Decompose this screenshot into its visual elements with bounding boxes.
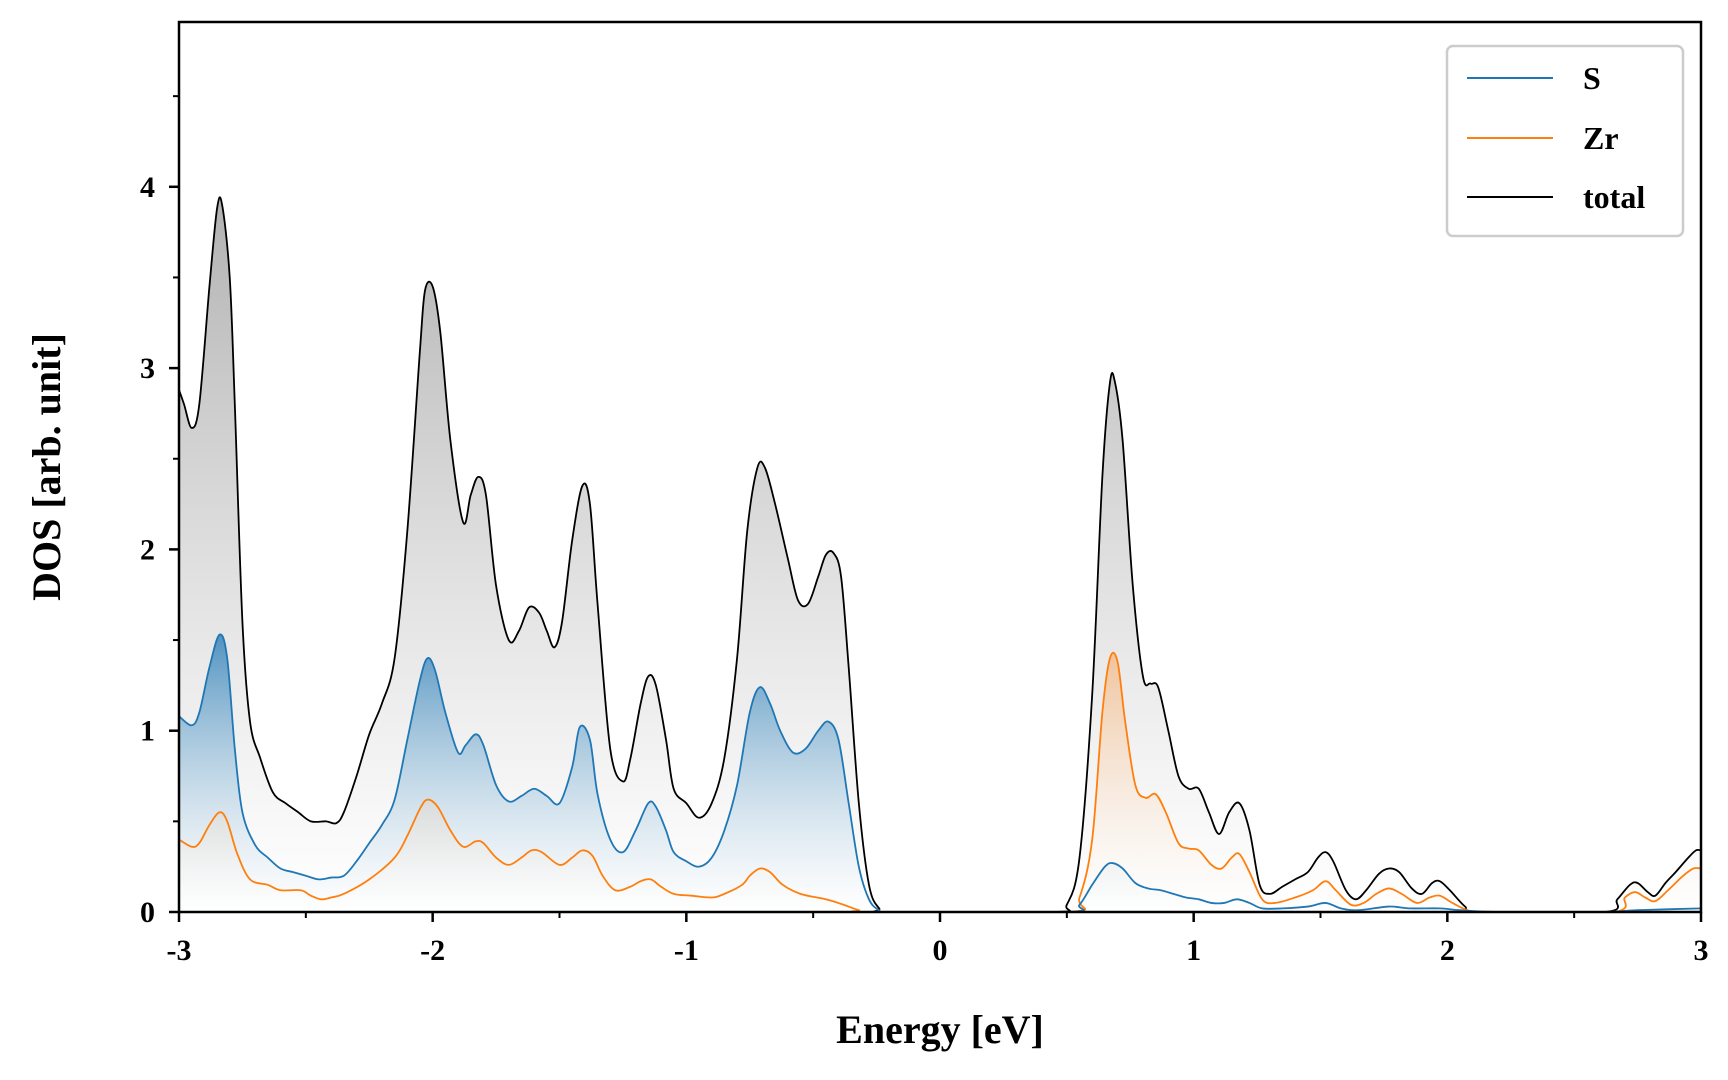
series-line-zr — [179, 651, 1701, 912]
series-line-total — [179, 196, 1701, 912]
area-fills — [179, 197, 1701, 912]
y-tick-label: 1 — [140, 715, 155, 748]
x-tick-label: 1 — [1186, 934, 1201, 967]
x-tick-label: -3 — [167, 934, 192, 967]
series-line-s — [179, 633, 1701, 912]
x-tick-label: -2 — [420, 934, 445, 967]
y-axis-title: DOS [arb. unit] — [24, 333, 69, 601]
legend-label-zr: Zr — [1583, 120, 1619, 156]
y-tick-label: 3 — [140, 352, 155, 385]
y-tick-label: 0 — [140, 896, 155, 929]
x-axis-title: Energy [eV] — [836, 1007, 1044, 1052]
x-tick-label: 3 — [1694, 934, 1709, 967]
x-tick-labels: -3 -2 -1 0 1 2 3 — [167, 934, 1709, 967]
series-lines — [179, 196, 1701, 912]
x-tick-label: -1 — [674, 934, 699, 967]
legend-box — [1445, 44, 1685, 238]
legend: S Zr total — [1445, 44, 1685, 238]
y-tick-label: 2 — [140, 533, 155, 566]
legend-label-s: S — [1583, 60, 1601, 96]
axis-ticks — [169, 95, 1703, 922]
x-tick-label: 2 — [1440, 934, 1455, 967]
area-fill-total — [179, 197, 1701, 912]
y-tick-labels: 0 1 2 3 4 — [140, 171, 155, 929]
y-tick-label: 4 — [140, 171, 155, 204]
area-fill-s — [179, 634, 1701, 912]
legend-label-total: total — [1583, 179, 1645, 215]
x-tick-label: 0 — [933, 934, 948, 967]
